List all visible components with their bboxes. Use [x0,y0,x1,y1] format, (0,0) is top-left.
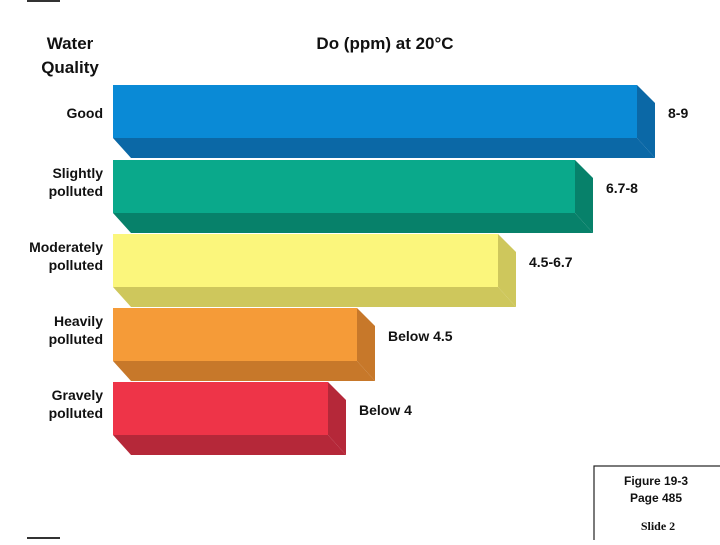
range-label: 8-9 [668,105,688,121]
category-label: Heavily [54,313,103,329]
bar-bottom [113,213,593,233]
chart-title: Do (ppm) at 20°C [316,34,453,53]
axis-title: Water [47,34,94,53]
slide-ref: Slide 2 [641,519,675,533]
bar-side [357,308,375,381]
range-label: Below 4.5 [388,328,453,344]
range-label: Below 4 [359,402,412,418]
bar-bottom [113,435,346,455]
axis-title: Quality [41,58,99,77]
category-label: Gravely [52,387,104,403]
category-label: Slightly [52,165,103,181]
category-label: polluted [49,183,103,199]
category-label: polluted [49,257,103,273]
category-label: Moderately [29,239,103,255]
bar-bottom [113,361,375,381]
bar [113,308,357,361]
figure-ref: Figure 19-3 [624,474,688,488]
bar-bottom [113,138,655,158]
range-label: 4.5-6.7 [529,254,573,270]
page-ref: Page 485 [630,491,682,505]
figure-box [593,465,720,545]
range-label: 6.7-8 [606,180,638,196]
category-label: polluted [49,331,103,347]
bar [113,382,328,435]
bar [113,85,637,138]
bar-side [637,85,655,158]
category-label: Good [66,105,103,121]
bar-bottom [113,287,516,307]
bar [113,160,575,213]
bar-side [498,234,516,307]
bar-side [575,160,593,233]
bar [113,234,498,287]
category-label: polluted [49,405,103,421]
bar-side [328,382,346,455]
